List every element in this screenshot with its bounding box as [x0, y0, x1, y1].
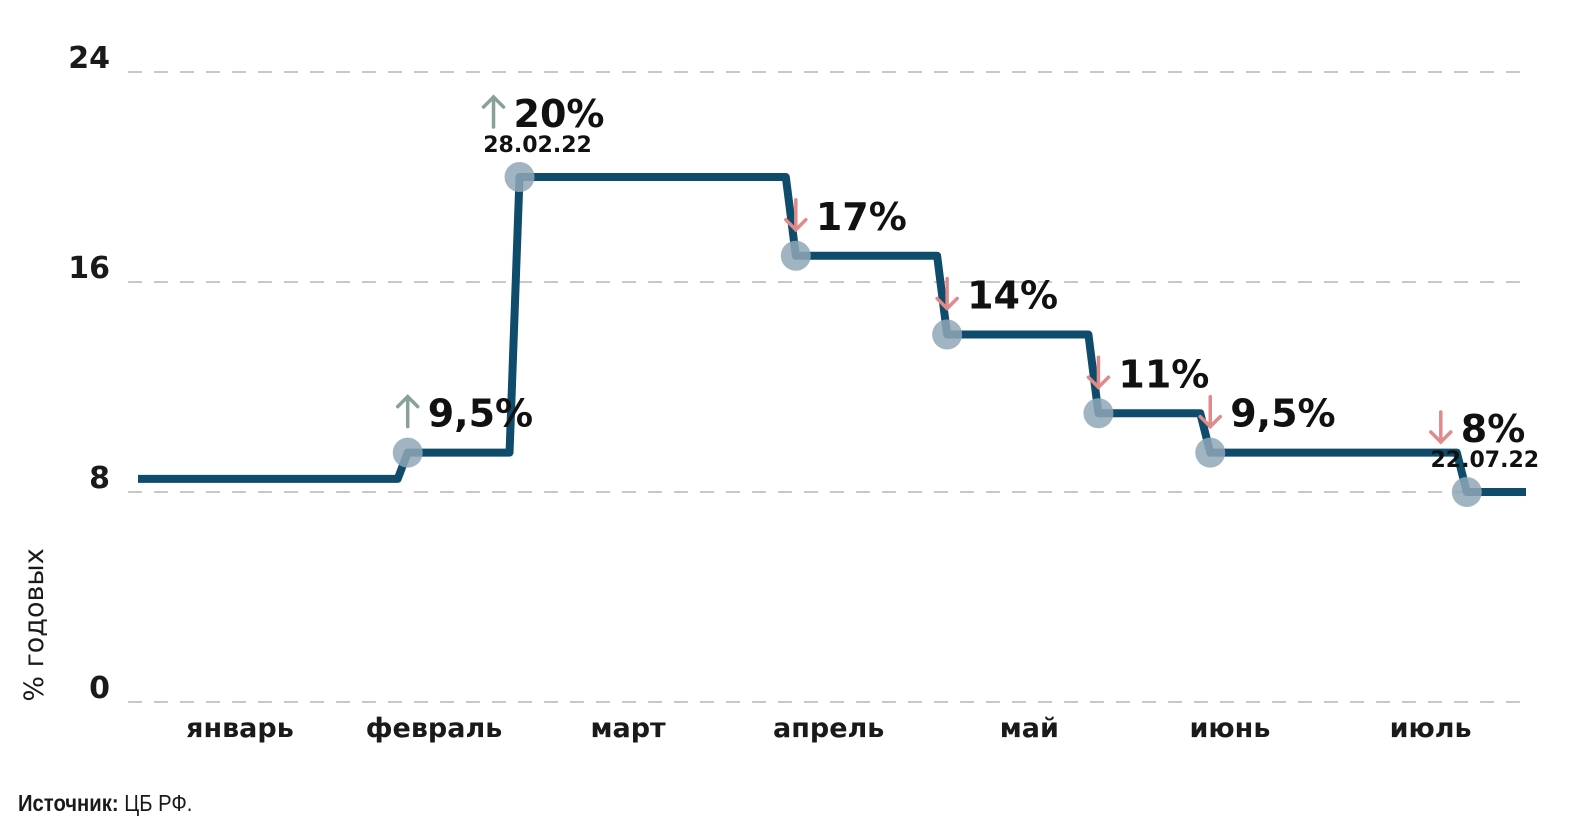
arrow-head [481, 94, 506, 109]
y-tick-label: 24 [68, 41, 110, 76]
arrow-head [784, 218, 808, 233]
grid-lines [128, 71, 1528, 703]
arrow-down-icon [935, 276, 959, 311]
rate-marker [1083, 398, 1114, 429]
x-tick-label: июнь [1190, 713, 1271, 744]
arrow-head [395, 394, 420, 409]
rate-marker [392, 437, 423, 468]
x-tick-label: январь [186, 713, 294, 744]
rate-label: 17% [816, 195, 907, 239]
y-axis-ticks: 0 8 16 24 [68, 41, 110, 706]
rate-marker [932, 319, 963, 350]
x-tick-label: май [1000, 713, 1059, 744]
source-text: ЦБ РФ. [124, 790, 193, 816]
rate-label: 20% [514, 92, 605, 136]
rate-label: 11% [1118, 352, 1209, 396]
arrow-down-icon [1429, 410, 1453, 445]
arrow-head [935, 296, 959, 311]
arrow-down-icon [1198, 394, 1222, 430]
source-note: Источник: ЦБ РФ. [18, 790, 192, 817]
x-tick-label: февраль [366, 713, 503, 744]
arrow-up-icon [481, 94, 506, 129]
arrow-head [1086, 375, 1111, 390]
key-rate-chart: 0 8 16 24 % годовых январь февраль март апрель… [19, 41, 1540, 744]
rate-date-label: 28.02.22 [483, 133, 592, 158]
source-label: Источник: [18, 790, 119, 816]
arrow-down-icon [1086, 355, 1111, 390]
arrow-down-icon [784, 198, 808, 233]
rate-marker [780, 240, 811, 271]
y-tick-label: 8 [89, 461, 110, 496]
series-line-key-rate [138, 173, 1526, 496]
rate-change-markers [392, 162, 1482, 507]
rate-marker [504, 162, 535, 192]
x-tick-label: апрель [773, 713, 884, 744]
x-axis-ticks: январь февраль март апрель май июнь июль [186, 713, 1472, 744]
x-tick-label: март [590, 713, 666, 744]
rate-label: 9,5% [1230, 392, 1335, 436]
arrow-head [1198, 414, 1222, 430]
rate-date-label: 22.07.22 [1431, 448, 1540, 473]
rate-marker [1451, 477, 1482, 507]
rate-label: 9,5% [428, 392, 533, 436]
rate-label: 8% [1461, 407, 1526, 451]
rate-label: 14% [967, 274, 1058, 318]
y-tick-label: 0 [89, 671, 110, 706]
rate-change-labels: 9,5% 20%28.02.22 17% 14% 11% 9,5% 8%22.07.22 [395, 92, 1540, 473]
arrow-up-icon [395, 394, 420, 429]
y-axis-label: % годовых [19, 548, 50, 701]
arrow-head [1429, 430, 1453, 445]
rate-marker [1195, 437, 1226, 468]
x-tick-label: июль [1390, 713, 1472, 744]
y-tick-label: 16 [68, 251, 110, 286]
